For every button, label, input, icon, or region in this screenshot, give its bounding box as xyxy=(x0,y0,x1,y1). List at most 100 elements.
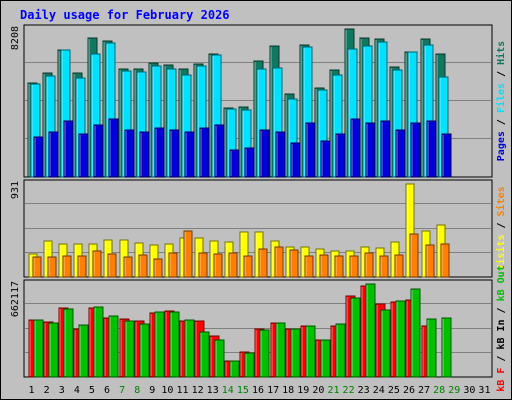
bar xyxy=(379,255,389,278)
bar xyxy=(395,300,406,378)
series-kb-out xyxy=(33,283,452,378)
bar xyxy=(364,252,374,278)
bar xyxy=(365,122,376,178)
bar xyxy=(305,122,316,178)
bar xyxy=(183,230,193,278)
bar xyxy=(440,243,450,278)
x-tick-label: 7 xyxy=(119,385,125,396)
y-max-label: 662117 xyxy=(10,281,21,317)
bar xyxy=(139,131,150,178)
bar xyxy=(319,254,329,278)
bar xyxy=(184,319,195,378)
legend-entry: Files xyxy=(495,83,507,113)
bar xyxy=(290,142,301,178)
bar xyxy=(92,250,102,278)
bar xyxy=(78,324,89,378)
bar xyxy=(395,129,406,178)
x-tick-label: 21 xyxy=(327,385,339,396)
bar xyxy=(305,325,316,378)
x-tick-label: 8 xyxy=(134,385,140,396)
bar xyxy=(441,133,452,178)
bar xyxy=(243,255,253,278)
x-tick-label: 30 xyxy=(463,385,475,396)
x-tick-label: 23 xyxy=(358,385,370,396)
series-sites xyxy=(32,230,450,278)
bar xyxy=(410,288,421,378)
bar xyxy=(93,124,104,178)
bar xyxy=(350,118,361,178)
bar xyxy=(275,131,286,178)
x-tick-label: 27 xyxy=(418,385,430,396)
x-tick-label: 25 xyxy=(388,385,400,396)
bar xyxy=(48,322,59,378)
y-max-label: 8208 xyxy=(10,26,21,50)
panel-3: 662117 kB F / kB In / kB Out xyxy=(10,265,507,391)
x-tick-label: 9 xyxy=(149,385,155,396)
bar xyxy=(275,322,286,378)
bar xyxy=(107,253,117,278)
bar xyxy=(199,127,210,178)
x-tick-label: 2 xyxy=(44,385,50,396)
panel-2: 931 Visits / Sites xyxy=(10,179,507,278)
x-tick-label: 17 xyxy=(267,385,279,396)
legend-separator: / xyxy=(496,216,507,234)
bar xyxy=(63,120,74,178)
bar xyxy=(304,255,314,278)
bar xyxy=(229,149,240,178)
bar xyxy=(425,244,435,278)
x-tick-label: 20 xyxy=(312,385,324,396)
bar xyxy=(124,320,135,378)
legend-separator: / xyxy=(496,65,507,83)
bar xyxy=(244,147,255,178)
x-tick-label: 26 xyxy=(403,385,415,396)
bar xyxy=(335,323,346,378)
bar xyxy=(168,252,178,278)
bar xyxy=(62,255,72,278)
legend-entry: kB F xyxy=(496,368,507,392)
y-max-label: 931 xyxy=(10,181,21,199)
legend: Visits / Sites xyxy=(495,186,507,270)
bar xyxy=(214,124,225,178)
x-tick-label: 6 xyxy=(104,385,110,396)
x-tick-label: 16 xyxy=(252,385,264,396)
bar xyxy=(214,339,225,378)
bar xyxy=(93,306,104,378)
x-tick-label: 1 xyxy=(29,385,35,396)
x-tick-label: 31 xyxy=(478,385,490,396)
bar xyxy=(108,118,119,178)
panel-1: 8208 Pages / Files / Hits xyxy=(10,24,507,178)
bar xyxy=(229,360,240,378)
bar xyxy=(320,140,331,178)
bar xyxy=(380,309,391,378)
x-tick-label: 14 xyxy=(222,385,234,396)
chart-title: Daily usage for February 2026 xyxy=(20,8,230,22)
bar xyxy=(124,129,135,178)
bar xyxy=(169,311,180,378)
bar xyxy=(334,255,344,278)
bar xyxy=(290,328,301,378)
bar xyxy=(139,323,150,378)
bar xyxy=(48,131,59,178)
bar xyxy=(63,308,74,378)
bar xyxy=(154,311,165,378)
x-tick-label: 15 xyxy=(237,385,249,396)
x-tick-label: 19 xyxy=(297,385,309,396)
bar xyxy=(289,249,299,278)
series-files xyxy=(30,41,449,178)
bar xyxy=(213,253,223,278)
bar xyxy=(32,256,42,278)
series-pages xyxy=(33,118,452,178)
bar xyxy=(409,233,419,278)
bar xyxy=(349,255,359,278)
bar xyxy=(78,133,89,178)
x-tick-label: 24 xyxy=(373,385,385,396)
x-tick-label: 10 xyxy=(161,385,173,396)
x-tick-label: 22 xyxy=(343,385,355,396)
bar xyxy=(77,255,87,278)
legend-separator: / xyxy=(496,113,507,131)
x-tick-label: 13 xyxy=(207,385,219,396)
bar xyxy=(380,120,391,178)
x-tick-label: 11 xyxy=(176,385,188,396)
x-tick-label: 5 xyxy=(89,385,95,396)
legend: Pages / Files / Hits xyxy=(495,41,507,161)
